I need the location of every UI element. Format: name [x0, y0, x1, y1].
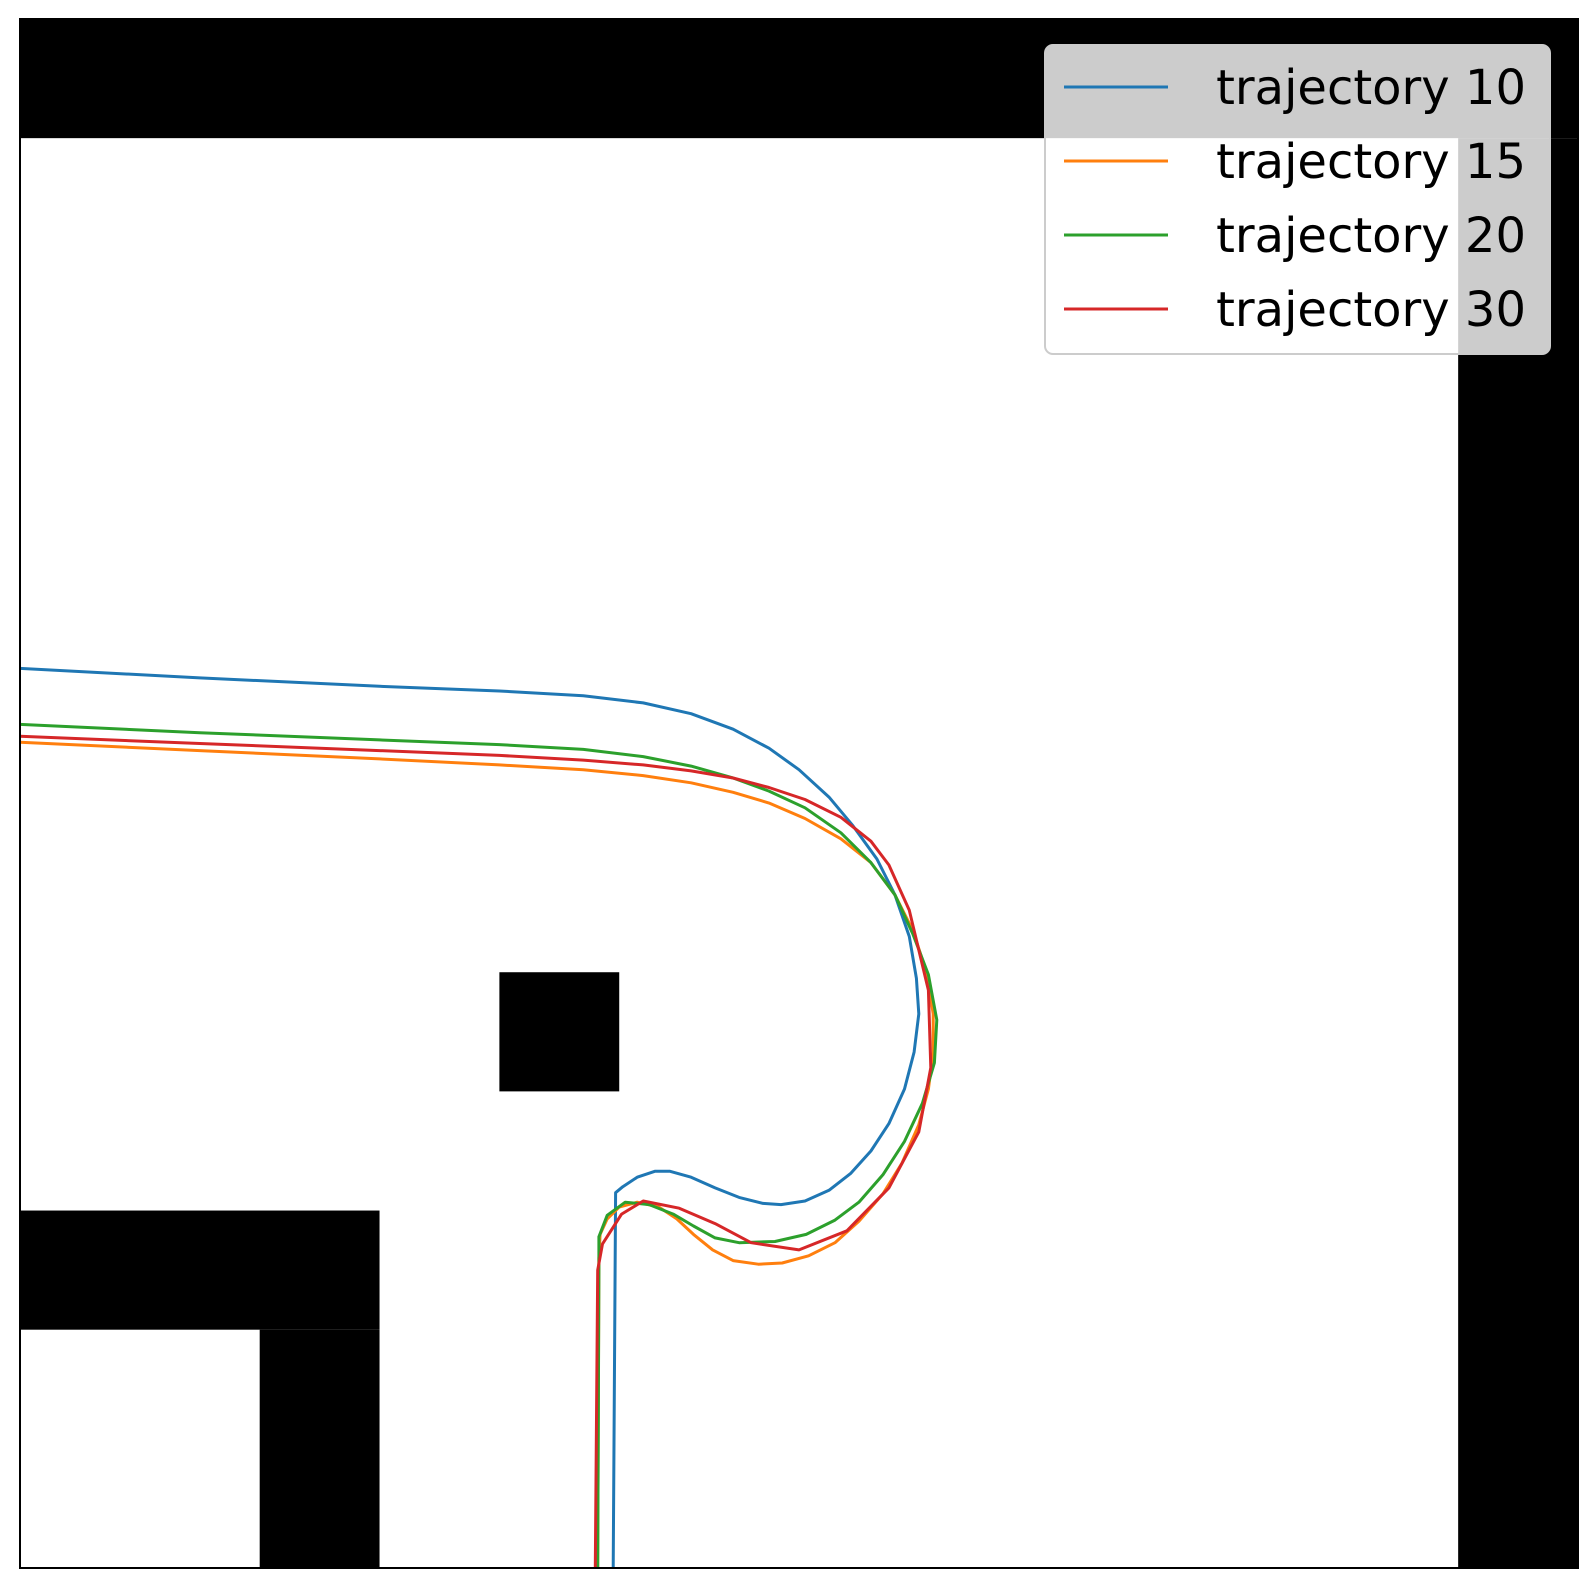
obstacle-lower-left-vertical	[259, 1329, 380, 1568]
legend-label-trajectory-20: trajectory 20	[1216, 208, 1526, 264]
obstacle-center-block	[499, 972, 620, 1092]
legend-label-trajectory-15: trajectory 15	[1216, 134, 1526, 190]
trajectories	[20, 666, 939, 1568]
obstacle-lower-left-horizontal	[20, 1210, 380, 1330]
legend-label-trajectory-30: trajectory 30	[1216, 282, 1526, 338]
series-line-trajectory-30	[20, 734, 933, 1568]
series-line-trajectory-10	[20, 666, 921, 1568]
axes-frame	[19, 18, 1579, 1569]
legend-box	[1044, 44, 1551, 355]
legend-label-trajectory-10: trajectory 10	[1216, 60, 1526, 116]
legend: trajectory 10 trajectory 15 trajectory 20 t…	[1044, 44, 1551, 355]
obstacle-right-wall	[1458, 138, 1578, 1569]
